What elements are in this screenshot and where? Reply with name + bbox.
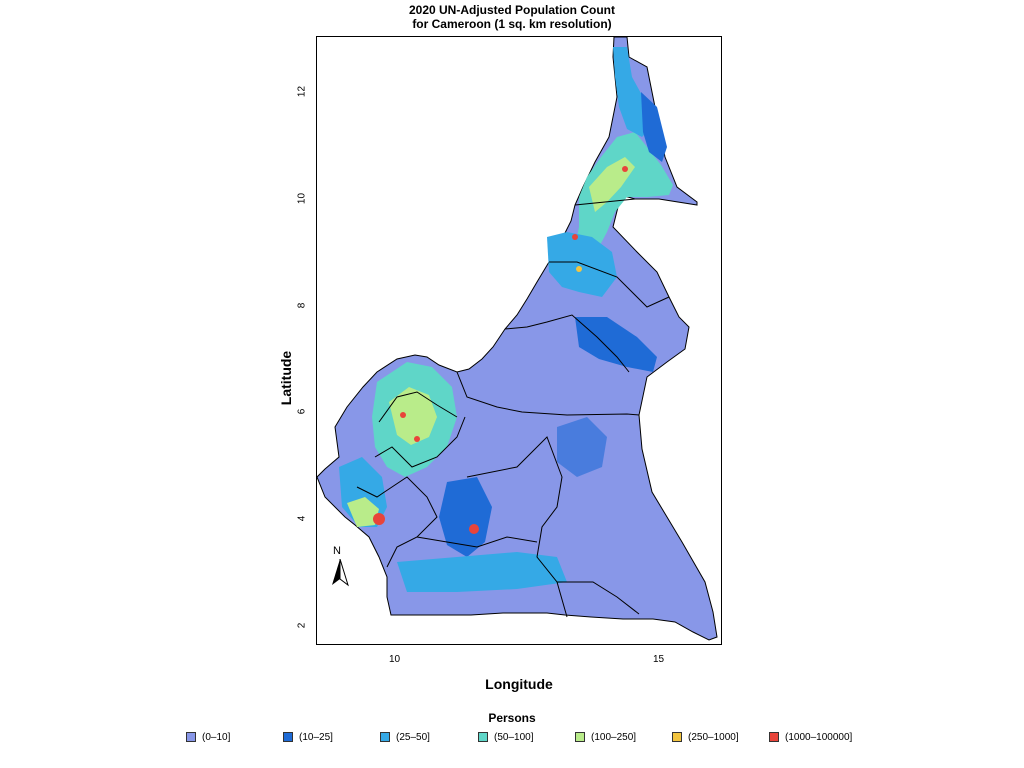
legend-label-250-1000: (250–1000] <box>688 731 739 743</box>
y-axis-label-wrap: Latitude <box>276 340 296 420</box>
maroua-hotspot <box>622 166 628 172</box>
y-tick-8: 8 <box>296 302 308 309</box>
cameroon-population-map <box>317 37 718 641</box>
south-band <box>397 552 567 592</box>
douala-hotspot <box>373 513 385 525</box>
y-tick-10: 10 <box>296 192 308 205</box>
region-boundaries <box>356 198 670 618</box>
legend-swatch-250-1000 <box>672 732 682 742</box>
legend-item-1000-100000: (1000–100000] <box>769 730 852 744</box>
legend-item-100-250: (100–250] <box>575 730 636 744</box>
legend-swatch-10-25 <box>283 732 293 742</box>
garoua-hotspot <box>572 234 578 240</box>
bamenda-hotspot <box>400 412 406 418</box>
urban-hotspots <box>373 166 628 534</box>
y-tick-6: 6 <box>296 408 308 415</box>
legend-label-0-10: (0–10] <box>202 731 231 743</box>
legend-item-0-10: (0–10] <box>186 730 230 744</box>
legend-label-1000-100000: (1000–100000] <box>785 731 853 743</box>
y-axis-label: Latitude <box>278 350 294 406</box>
legend-swatch-50-100 <box>478 732 488 742</box>
adamawa-band <box>575 317 657 372</box>
legend-swatch-25-50 <box>380 732 390 742</box>
far-north-blue <box>641 92 667 162</box>
bafoussam-hotspot <box>414 436 420 442</box>
ngaoundere-hotspot <box>576 266 582 272</box>
legend-item-25-50: (25–50] <box>380 730 430 744</box>
north-dense-region <box>575 132 673 257</box>
mid-north-band <box>547 232 617 297</box>
yaounde-area <box>439 477 492 557</box>
legend-label-100-250: (100–250] <box>591 731 637 743</box>
north-label: N <box>333 545 341 557</box>
douala-area <box>347 497 379 527</box>
yaounde-hotspot <box>469 524 479 534</box>
y-tick-2: 2 <box>296 622 308 629</box>
legend-label-50-100: (50–100] <box>494 731 534 743</box>
y-tick-4: 4 <box>296 515 308 522</box>
x-axis-label: Longitude <box>485 676 553 692</box>
legend-item-50-100: (50–100] <box>478 730 533 744</box>
legend-swatch-0-10 <box>186 732 196 742</box>
map-panel <box>316 36 722 645</box>
y-tick-12: 12 <box>296 85 308 98</box>
north-arrow-icon <box>332 559 349 587</box>
x-tick-10: 10 <box>389 654 401 665</box>
legend-item-10-25: (10–25] <box>283 730 333 744</box>
map-title-line-1: 2020 UN-Adjusted Population Count <box>408 3 615 17</box>
x-tick-15: 15 <box>653 654 665 665</box>
legend-label-10-25: (10–25] <box>299 731 333 743</box>
legend-item-250-1000: (250–1000] <box>672 730 739 744</box>
northwest-core <box>389 387 437 445</box>
map-title: 2020 UN-Adjusted Population Count for Ca… <box>0 3 1024 31</box>
legend-swatch-100-250 <box>575 732 585 742</box>
east-spots <box>557 417 607 477</box>
map-title-line-2: for Cameroon (1 sq. km resolution) <box>412 17 612 31</box>
legend-swatch-1000-100000 <box>769 732 779 742</box>
legend-label-25-50: (25–50] <box>396 731 430 743</box>
legend-title: Persons <box>488 711 536 725</box>
legend: (0–10] (10–25] (25–50] (50–100] (100–250… <box>186 730 866 744</box>
north-arrow: N <box>330 545 350 587</box>
